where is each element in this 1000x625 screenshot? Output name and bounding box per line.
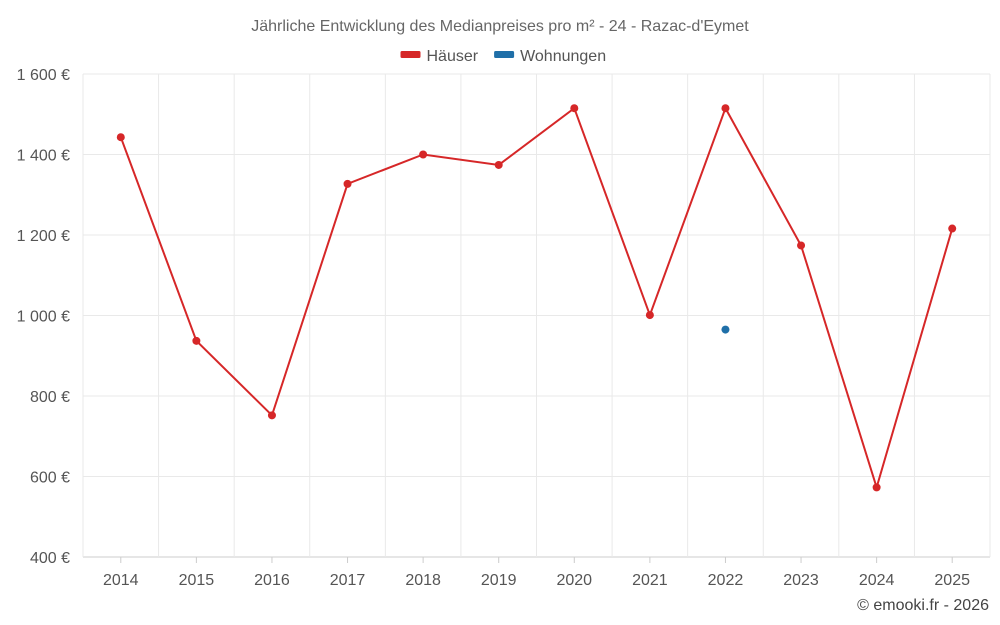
- data-point[interactable]: [721, 104, 730, 113]
- legend-label: Häuser: [427, 48, 479, 65]
- y-tick-label: 1 200 €: [17, 228, 70, 245]
- data-point[interactable]: [192, 336, 201, 345]
- x-tick-label: 2021: [632, 572, 668, 589]
- data-point[interactable]: [267, 411, 276, 420]
- x-tick-label: 2022: [708, 572, 744, 589]
- y-tick-label: 400 €: [30, 550, 70, 567]
- legend-swatch: [400, 51, 421, 58]
- data-point[interactable]: [494, 160, 503, 169]
- data-point[interactable]: [645, 311, 654, 320]
- x-tick-label: 2018: [405, 572, 441, 589]
- data-point[interactable]: [948, 224, 957, 233]
- y-tick-label: 1 000 €: [17, 309, 70, 326]
- data-point[interactable]: [116, 133, 125, 142]
- legend-swatch: [494, 51, 515, 58]
- credit-text: © emooki.fr - 2026: [857, 597, 989, 614]
- data-point[interactable]: [343, 179, 352, 188]
- x-tick-label: 2014: [103, 572, 139, 589]
- series-layer: [116, 104, 957, 492]
- x-axis: 2014 2015 2016 2017 2018 2019 2020 2021 2022 2023…: [103, 557, 970, 589]
- x-tick-label: 2025: [934, 572, 970, 589]
- y-tick-label: 1 400 €: [17, 148, 70, 165]
- x-tick-label: 2015: [179, 572, 215, 589]
- x-tick-label: 2023: [783, 572, 819, 589]
- grid: [82, 73, 991, 558]
- x-tick-label: 2024: [859, 572, 895, 589]
- y-axis: 400 € 600 € 800 € 1 000 € 1 200 € 1 400 € 1 60…: [17, 67, 70, 567]
- x-tick-label: 2020: [556, 572, 592, 589]
- y-tick-label: 800 €: [30, 389, 70, 406]
- legend-item-häuser[interactable]: Häuser: [400, 48, 479, 65]
- data-point[interactable]: [721, 325, 730, 334]
- x-tick-label: 2017: [330, 572, 366, 589]
- y-tick-label: 1 600 €: [17, 67, 70, 84]
- legend[interactable]: Häuser Wohnungen: [400, 48, 607, 65]
- x-tick-label: 2016: [254, 572, 290, 589]
- series-wohnungen: [721, 325, 730, 334]
- y-tick-label: 600 €: [30, 470, 70, 487]
- data-point[interactable]: [797, 241, 806, 250]
- data-point[interactable]: [872, 483, 881, 492]
- legend-label: Wohnungen: [520, 48, 606, 65]
- x-tick-label: 2019: [481, 572, 517, 589]
- data-point[interactable]: [570, 104, 579, 113]
- series-line: [119, 105, 954, 491]
- data-point[interactable]: [419, 150, 428, 159]
- chart-title: Jährliche Entwicklung des Medianpreises …: [251, 18, 749, 35]
- legend-item-wohnungen[interactable]: Wohnungen: [494, 48, 606, 65]
- series-häuser: [116, 104, 957, 492]
